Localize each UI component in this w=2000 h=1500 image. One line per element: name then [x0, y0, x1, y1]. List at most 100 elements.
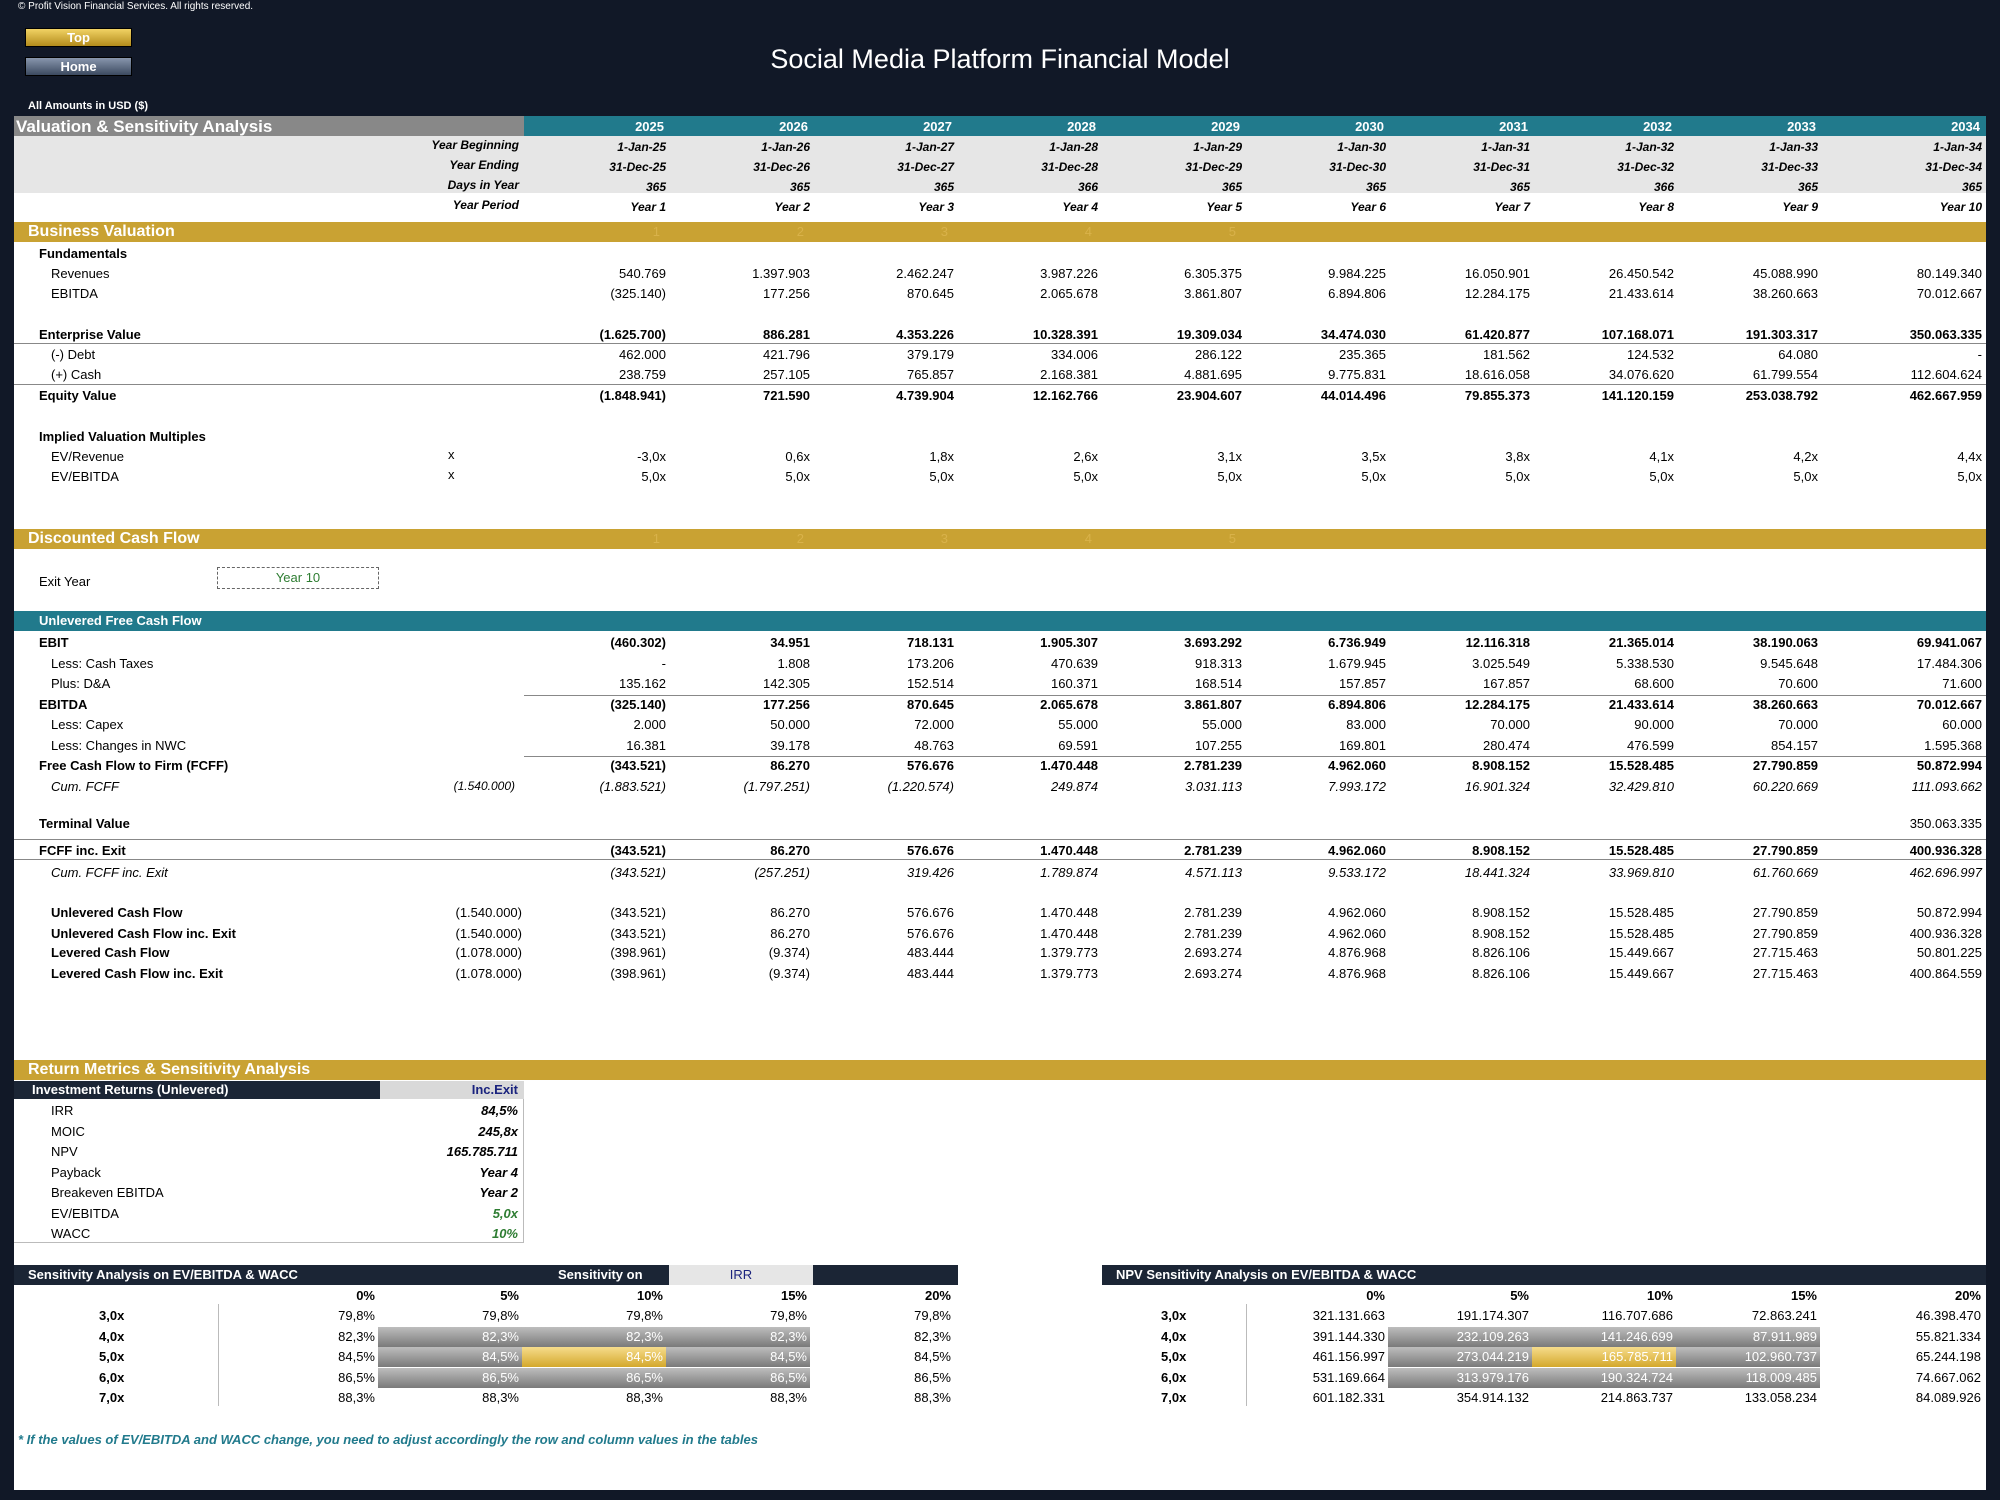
sens2-cell: 74.667.062 — [1915, 1369, 1981, 1385]
debt-value: 235.365 — [1339, 347, 1386, 362]
fcff-exit-label: FCFF inc. Exit — [39, 843, 126, 858]
footnote: * If the values of EV/EBITDA and WACC ch… — [18, 1432, 758, 1447]
fcff-exit-value: (343.521) — [610, 843, 666, 858]
sens1-cell: 79,8% — [914, 1308, 951, 1323]
dcf-row-value: 60.000 — [1942, 717, 1982, 732]
sens2-row-label: 7,0x — [1161, 1390, 1187, 1405]
equity-value-value: 4.739.904 — [896, 388, 954, 403]
dcf-row-value: 870.645 — [907, 696, 954, 712]
timeline-label: Year Ending — [449, 158, 519, 172]
fundamental-value: 26.450.542 — [1608, 266, 1674, 281]
dcf-row-label: Less: Changes in NWC — [51, 737, 187, 753]
timeline-value: 365 — [1509, 180, 1530, 194]
dcf-row-value: 86.270 — [770, 758, 810, 773]
year-header: 2034 — [1951, 119, 1980, 134]
timeline-label: Year Beginning — [431, 138, 519, 152]
timeline-value: 31-Dec-31 — [1473, 160, 1530, 174]
dcf-row-value: 12.284.175 — [1464, 696, 1530, 712]
returns-col-label: Inc.Exit — [471, 1082, 518, 1097]
multiple-value: 4,4x — [1957, 449, 1982, 464]
timeline-value: 1-Jan-34 — [1933, 140, 1982, 154]
debt-value: 286.122 — [1195, 347, 1242, 362]
dcf-row-value: 12.116.318 — [1465, 635, 1530, 650]
home-button[interactable]: Home — [25, 57, 132, 76]
cash-flow-value: (9.374) — [768, 945, 810, 960]
cum-exit-value: 9.533.172 — [1328, 865, 1386, 880]
sens2-col-header: 5% — [1510, 1288, 1529, 1303]
dcf-row-value: 111.093.662 — [1911, 778, 1982, 794]
dcf-row-value: 3.025.549 — [1472, 655, 1530, 671]
cash-value: 34.076.620 — [1608, 367, 1674, 382]
dcf-row-value: 38.190.063 — [1752, 635, 1818, 650]
timeline-band — [14, 136, 1986, 193]
timeline-value: 1-Jan-33 — [1769, 140, 1818, 154]
returns-row-value: 84,5% — [481, 1103, 518, 1118]
timeline-label: Days in Year — [447, 178, 519, 192]
dcf-row-value: 476.599 — [1627, 737, 1674, 753]
returns-row-value: Year 4 — [479, 1164, 518, 1180]
sens1-cell: 84,5% — [914, 1349, 951, 1364]
multiple-unit: x — [448, 447, 455, 462]
top-button[interactable]: Top — [25, 28, 132, 47]
cum-exit-value: 33.969.810 — [1608, 865, 1674, 880]
sens1-cell: 82,3% — [378, 1326, 522, 1347]
timeline-value: 31-Dec-32 — [1617, 160, 1674, 174]
timeline-value: 365 — [1797, 180, 1818, 194]
sens1-col-header: 15% — [780, 1288, 807, 1303]
sens1-row-label: 3,0x — [99, 1308, 125, 1323]
cash-flow-initial: (1.540.000) — [455, 925, 523, 941]
sens1-cell: 79,8% — [626, 1308, 663, 1323]
fcff-exit-value: 4.962.060 — [1328, 843, 1386, 858]
dcf-row-value: 167.857 — [1483, 676, 1530, 691]
debt-value: 334.006 — [1051, 347, 1098, 362]
dcf-row-value: 50.000 — [770, 717, 810, 732]
faint-period-number: 4 — [1084, 224, 1092, 239]
cash-flow-value: (398.961) — [610, 965, 666, 981]
fundamental-label: EBITDA — [51, 286, 98, 301]
enterprise-value-value: 107.168.071 — [1601, 327, 1674, 342]
returns-row-value: 245,8x — [478, 1123, 518, 1139]
sens2-cell: 214.863.737 — [1600, 1390, 1673, 1405]
multiple-value: 5,0x — [1361, 469, 1386, 484]
fundamental-label: Revenues — [51, 266, 110, 281]
fcff-exit-rule — [14, 859, 1986, 860]
cash-flow-value: 1.379.773 — [1040, 945, 1098, 960]
dcf-row-value: 69.941.067 — [1916, 635, 1982, 650]
cash-rule — [14, 384, 1986, 385]
equity-value-value: 12.162.766 — [1032, 388, 1098, 403]
dcf-row-value: 6.894.806 — [1328, 696, 1386, 712]
faint-period-number: 1 — [652, 531, 660, 546]
sens1-cell: 88,3% — [770, 1390, 807, 1405]
cash-flow-value: 4.876.968 — [1328, 945, 1386, 960]
debt-value: 379.179 — [907, 347, 954, 362]
dcf-row-value: 854.157 — [1771, 737, 1818, 753]
returns-row-label: EV/EBITDA — [51, 1205, 119, 1221]
sens1-on-field[interactable]: IRR — [669, 1265, 813, 1285]
dcf-row-value: 90.000 — [1634, 717, 1674, 732]
multiple-value: 5,0x — [1649, 469, 1674, 484]
dcf-row-value: 55.000 — [1058, 717, 1098, 732]
section-title: Valuation & Sensitivity Analysis — [16, 117, 273, 136]
enterprise-value-value: 34.474.030 — [1320, 327, 1386, 342]
dcf-row-value: 718.131 — [907, 635, 954, 650]
dcf-row-value: 70.000 — [1490, 717, 1530, 732]
dcf-row-value: 249.874 — [1051, 778, 1098, 794]
dcf-row-value: 280.474 — [1483, 737, 1530, 753]
sens1-col-header: 20% — [924, 1288, 951, 1303]
enterprise-value-value: 4.353.226 — [896, 327, 954, 342]
cash-flow-value: 576.676 — [907, 905, 954, 920]
sens1-row-label: 4,0x — [99, 1328, 125, 1344]
timeline-value: Year 9 — [1782, 200, 1818, 214]
ufcf-bar — [14, 611, 1986, 631]
dcf-row-value: (1.883.521) — [599, 778, 667, 794]
sens2-cell: 118.009.485 — [1676, 1367, 1820, 1388]
faint-period-number: 3 — [940, 224, 948, 239]
year-header: 2033 — [1787, 119, 1816, 134]
section-title-bar — [14, 116, 524, 136]
returns-col-header — [380, 1081, 524, 1099]
business-valuation-bar — [14, 222, 1986, 242]
exit-year-input[interactable]: Year 10 — [217, 567, 379, 589]
timeline-value: Year 7 — [1494, 200, 1530, 214]
year-header: 2028 — [1067, 119, 1096, 134]
multiple-label: EV/Revenue — [51, 449, 124, 464]
